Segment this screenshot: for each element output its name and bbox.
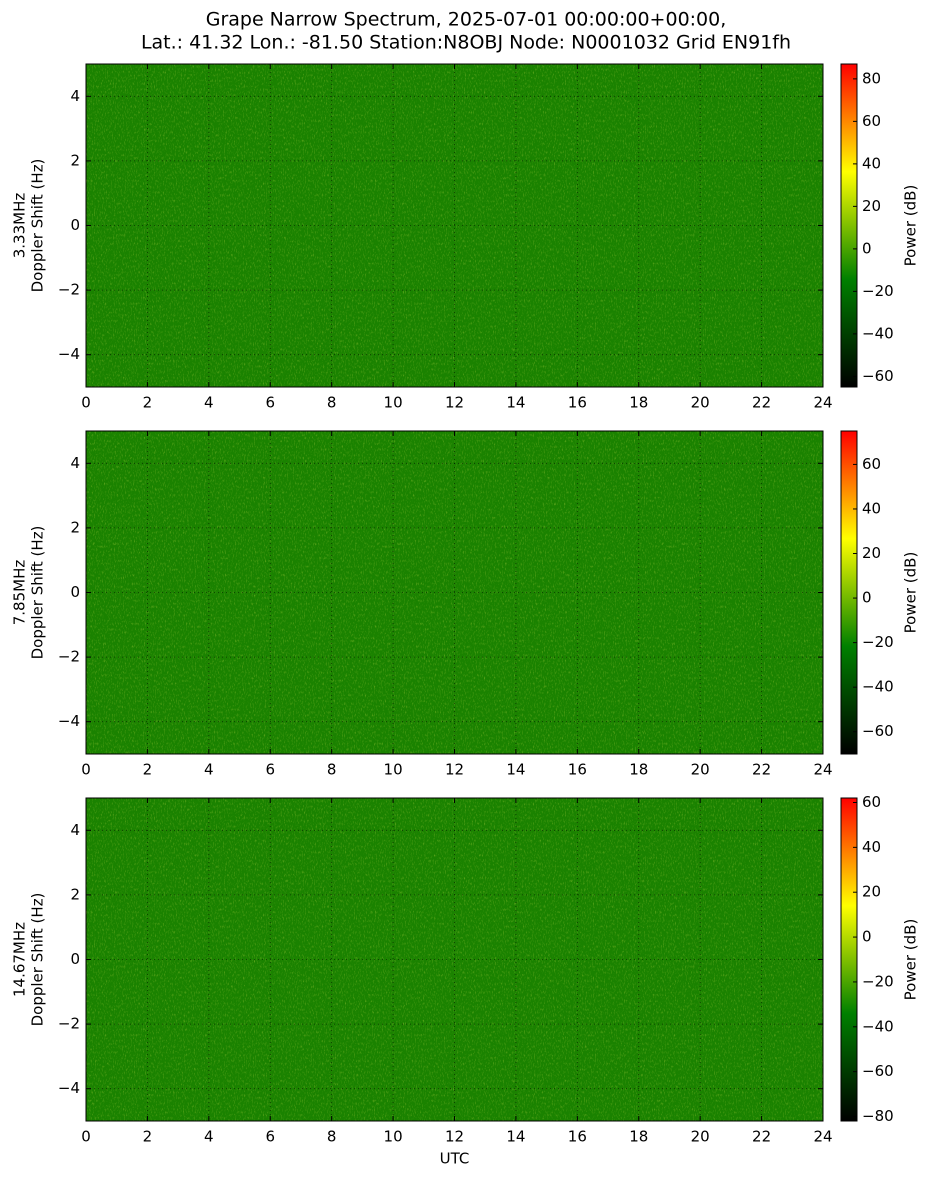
x-tick-label: 12 — [445, 761, 464, 779]
y-axis-label: 7.85MHz — [11, 560, 29, 626]
colorbar-tick-label: 0 — [862, 589, 872, 607]
x-tick-label: 20 — [691, 394, 710, 412]
x-tick-label: 22 — [752, 394, 771, 412]
colorbar-tick-label: −40 — [862, 678, 894, 696]
colorbar-label: Power (dB) — [902, 185, 920, 267]
colorbar-tick-label: −60 — [862, 1062, 894, 1080]
x-tick-label: 4 — [204, 394, 214, 412]
y-tick-label: 4 — [70, 821, 80, 839]
x-tick-label: 8 — [327, 761, 337, 779]
colorbar-tick-label: −20 — [862, 282, 894, 300]
colorbar-tick-label: 0 — [862, 928, 872, 946]
colorbar-tick-label: 20 — [862, 883, 881, 901]
y-tick-label: 2 — [70, 885, 80, 903]
y-tick-label: −4 — [58, 1079, 80, 1097]
colorbar-tick-label: −60 — [862, 722, 894, 740]
y-tick-label: 4 — [70, 87, 80, 105]
x-tick-label: 6 — [265, 394, 275, 412]
colorbar-tick-label: −40 — [862, 1017, 894, 1035]
y-tick-label: 2 — [70, 518, 80, 536]
x-tick-label: 10 — [384, 761, 403, 779]
plot-frame — [85, 430, 824, 755]
x-tick-label: 18 — [629, 1128, 648, 1146]
x-tick-label: 20 — [691, 761, 710, 779]
x-tick-label: 12 — [445, 394, 464, 412]
colorbar-tick-label: 40 — [862, 838, 881, 856]
y-axis-label: Doppler Shift (Hz) — [29, 526, 47, 660]
colorbar-tick-label: −80 — [862, 1107, 894, 1125]
colorbar-label: Power (dB) — [902, 552, 920, 634]
x-tick-label: 2 — [143, 394, 153, 412]
x-tick-label: 18 — [629, 761, 648, 779]
x-tick-label: 6 — [265, 761, 275, 779]
y-tick-label: −2 — [58, 281, 80, 299]
x-tick-label: 14 — [506, 394, 525, 412]
x-tick-label: 10 — [384, 394, 403, 412]
x-tick-label: 14 — [506, 761, 525, 779]
x-tick-label: 16 — [568, 761, 587, 779]
x-tick-label: 0 — [81, 761, 91, 779]
colorbar-tick-label: 20 — [862, 544, 881, 562]
colorbar-tick-label: −20 — [862, 633, 894, 651]
colorbar-tick-label: 20 — [862, 197, 881, 215]
x-tick-label: 6 — [265, 1128, 275, 1146]
chart-title: Lat.: 41.32 Lon.: -81.50 Station:N8OBJ N… — [141, 32, 791, 54]
x-tick-label: 2 — [143, 761, 153, 779]
y-tick-label: 2 — [70, 151, 80, 169]
y-tick-label: 0 — [70, 216, 80, 234]
y-tick-label: 0 — [70, 950, 80, 968]
x-tick-label: 16 — [568, 394, 587, 412]
x-tick-label: 18 — [629, 394, 648, 412]
plot-frame — [85, 797, 824, 1122]
colorbar — [840, 430, 858, 755]
colorbar-label: Power (dB) — [902, 919, 920, 1001]
colorbar-tick-label: −20 — [862, 972, 894, 990]
x-tick-label: 24 — [813, 761, 832, 779]
colorbar-tick-label: 60 — [862, 112, 881, 130]
colorbar-tick-label: 40 — [862, 154, 881, 172]
x-tick-label: 0 — [81, 1128, 91, 1146]
x-tick-label: 22 — [752, 1128, 771, 1146]
colorbar-tick-label: −40 — [862, 324, 894, 342]
y-tick-label: 0 — [70, 583, 80, 601]
x-tick-label: 2 — [143, 1128, 153, 1146]
x-tick-label: 4 — [204, 761, 214, 779]
y-axis-label: 3.33MHz — [11, 193, 29, 259]
x-tick-label: 16 — [568, 1128, 587, 1146]
colorbar — [840, 63, 858, 388]
colorbar-tick-label: 60 — [862, 793, 881, 811]
x-tick-label: 10 — [384, 1128, 403, 1146]
x-tick-label: 8 — [327, 1128, 337, 1146]
y-tick-label: −2 — [58, 1015, 80, 1033]
y-axis-label: Doppler Shift (Hz) — [29, 159, 47, 293]
colorbar-tick-label: 40 — [862, 499, 881, 517]
y-tick-label: −4 — [58, 712, 80, 730]
y-tick-label: 4 — [70, 454, 80, 472]
x-tick-label: 8 — [327, 394, 337, 412]
y-axis-label: 14.67MHz — [11, 922, 29, 997]
x-tick-label: 14 — [506, 1128, 525, 1146]
y-tick-label: −2 — [58, 648, 80, 666]
colorbar-tick-label: 0 — [862, 239, 872, 257]
x-tick-label: 24 — [813, 1128, 832, 1146]
colorbar — [840, 797, 858, 1122]
y-tick-label: −4 — [58, 345, 80, 363]
x-tick-label: 0 — [81, 394, 91, 412]
chart-title: Grape Narrow Spectrum, 2025-07-01 00:00:… — [206, 9, 727, 31]
x-tick-label: 20 — [691, 1128, 710, 1146]
y-axis-label: Doppler Shift (Hz) — [29, 893, 47, 1027]
colorbar-tick-label: 80 — [862, 69, 881, 87]
x-tick-label: 24 — [813, 394, 832, 412]
x-tick-label: 22 — [752, 761, 771, 779]
plot-frame — [85, 63, 824, 388]
x-axis-label: UTC — [440, 1150, 470, 1168]
x-tick-label: 4 — [204, 1128, 214, 1146]
colorbar-tick-label: −60 — [862, 367, 894, 385]
colorbar-tick-label: 60 — [862, 455, 881, 473]
x-tick-label: 12 — [445, 1128, 464, 1146]
